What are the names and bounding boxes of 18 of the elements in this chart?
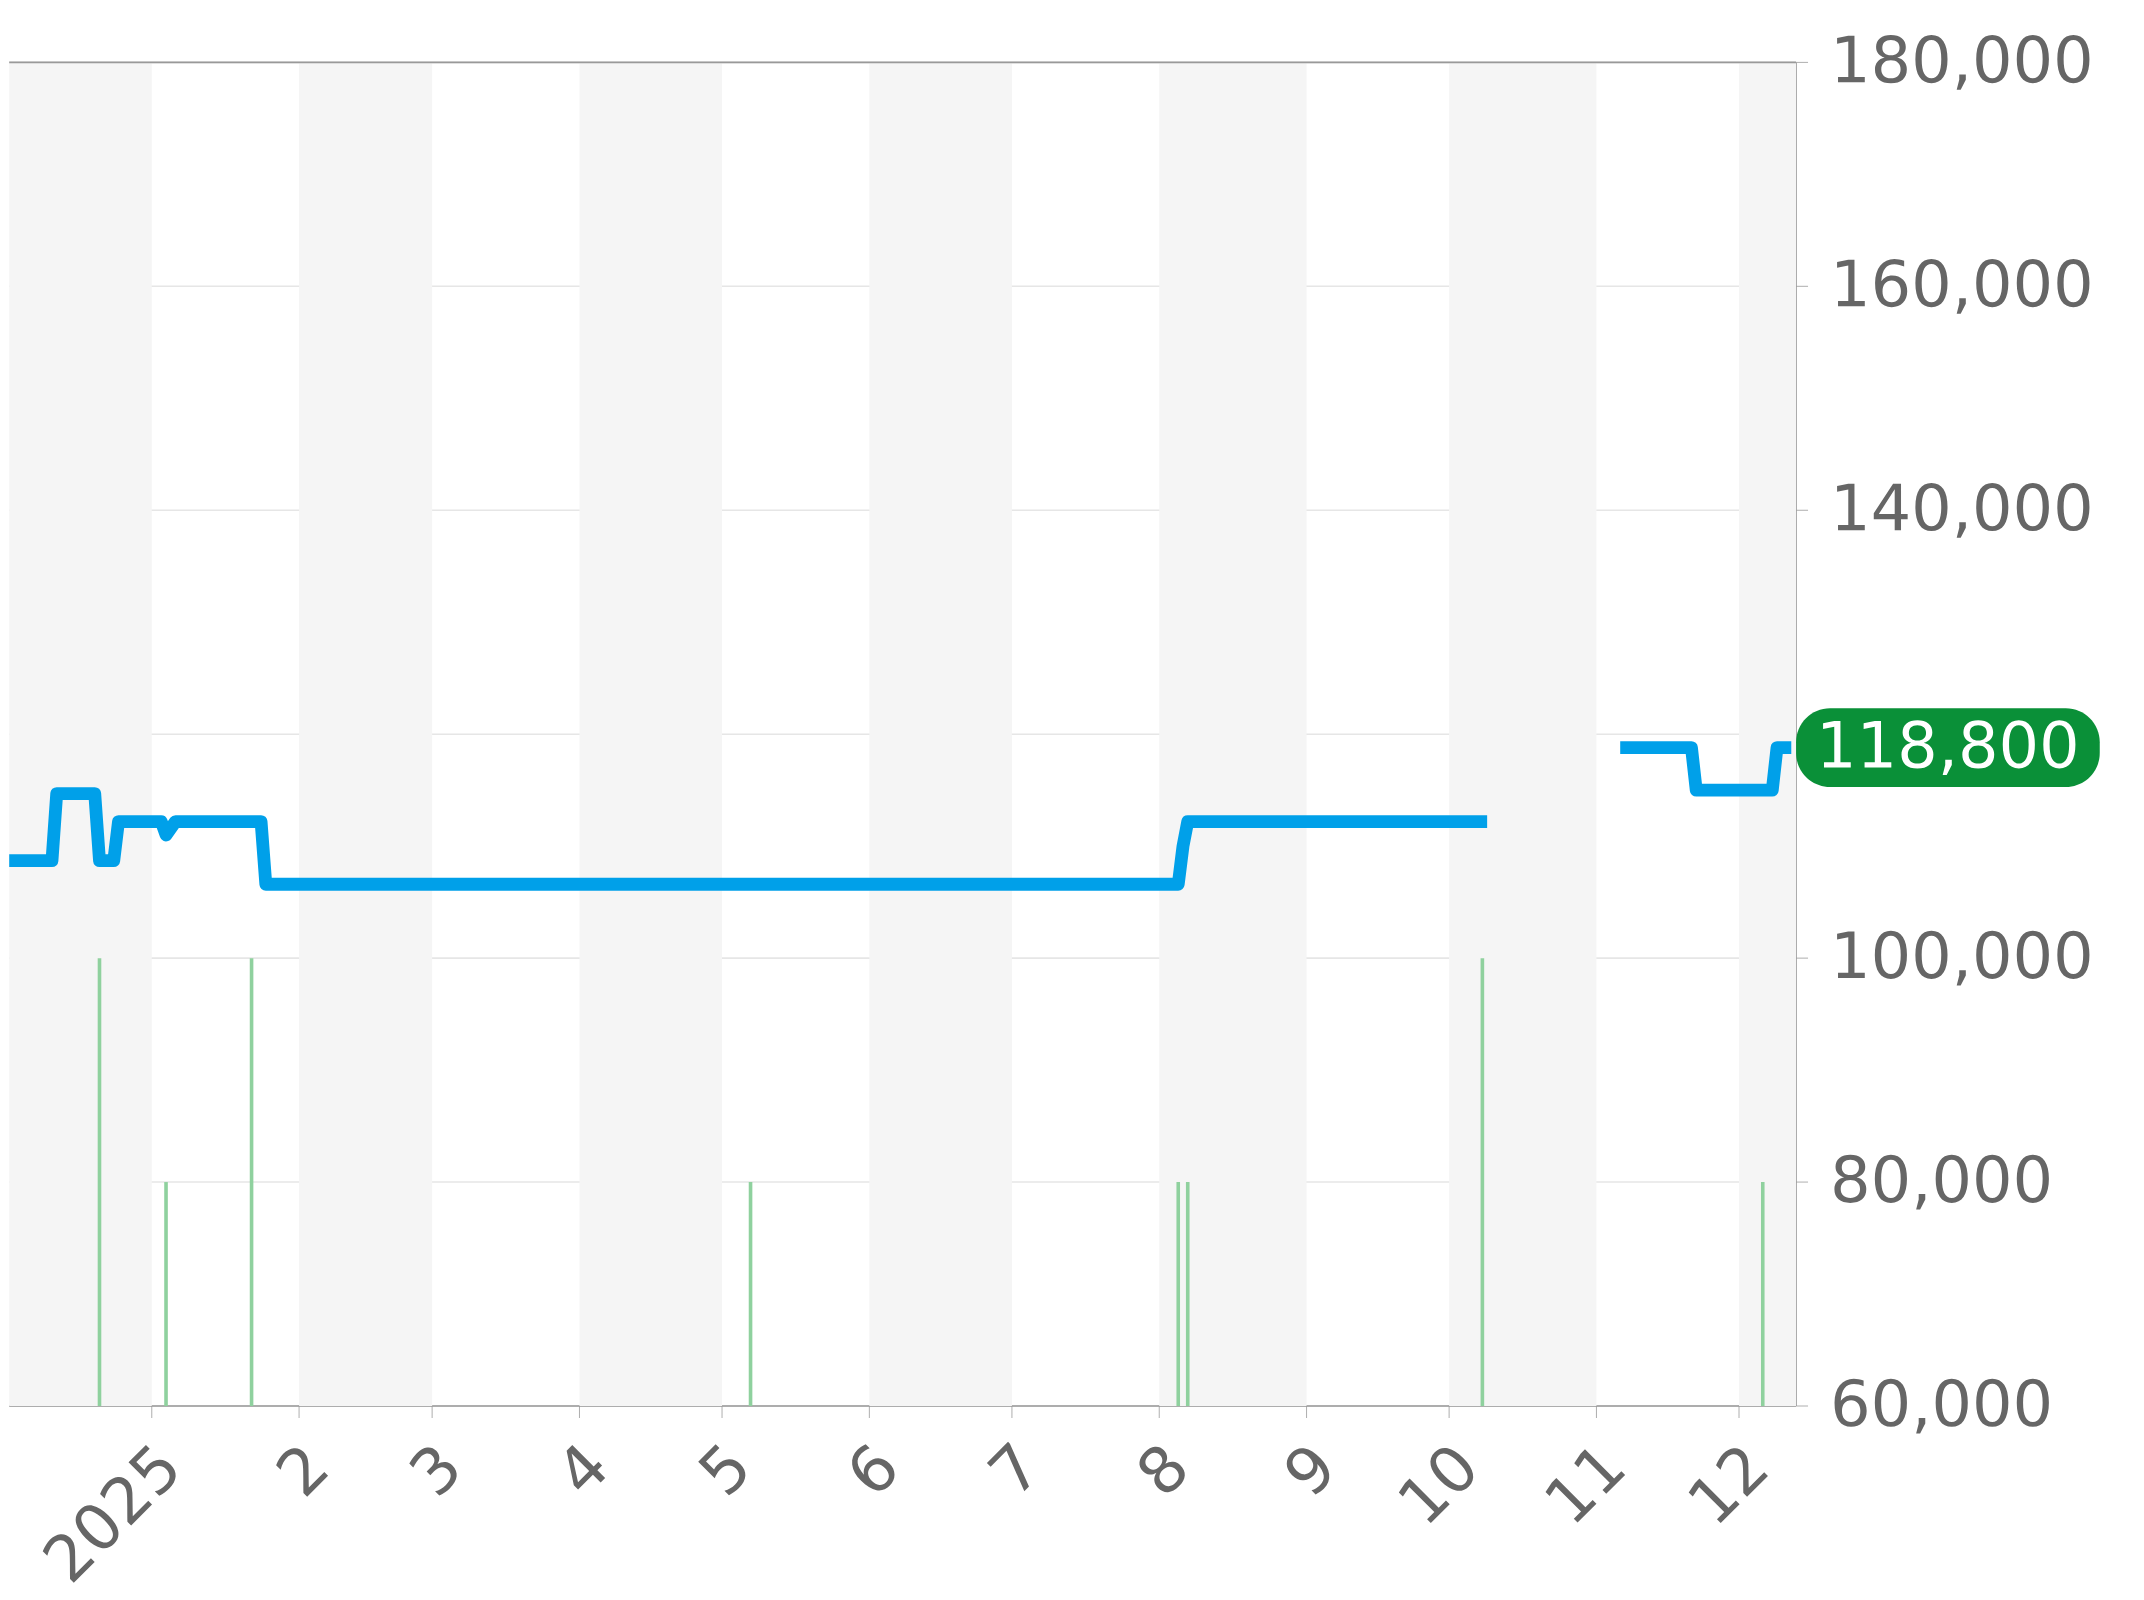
y-tick-label: 80,000 — [1834, 1154, 2049, 1210]
x-tick-label: 12 — [1688, 1448, 1768, 1524]
x-tick-label: 11 — [1545, 1449, 1626, 1523]
x-tick-label: 6 — [852, 1444, 895, 1491]
x-tick-label: 10 — [1398, 1447, 1474, 1524]
y-tick-label: 140,000 — [1837, 482, 2090, 538]
y-tick-label: 160,000 — [1837, 258, 2090, 314]
x-tick-label: 5 — [698, 1444, 746, 1496]
annotation: 118,800 — [1823, 720, 2076, 776]
x-tick-label: 7 — [986, 1441, 1029, 1492]
x-tick-label: 3 — [409, 1447, 457, 1496]
y-tick-label: 100,000 — [1837, 930, 2090, 986]
y-tick-label: 60,000 — [1834, 1378, 2049, 1434]
x-tick-label: 4 — [566, 1445, 606, 1490]
x-tick-label: 8 — [1139, 1446, 1185, 1493]
x-tick-label: 9 — [1286, 1448, 1330, 1495]
x-tick-label: 2 — [276, 1448, 329, 1497]
y-tick-label: 180,000 — [1837, 35, 2090, 90]
